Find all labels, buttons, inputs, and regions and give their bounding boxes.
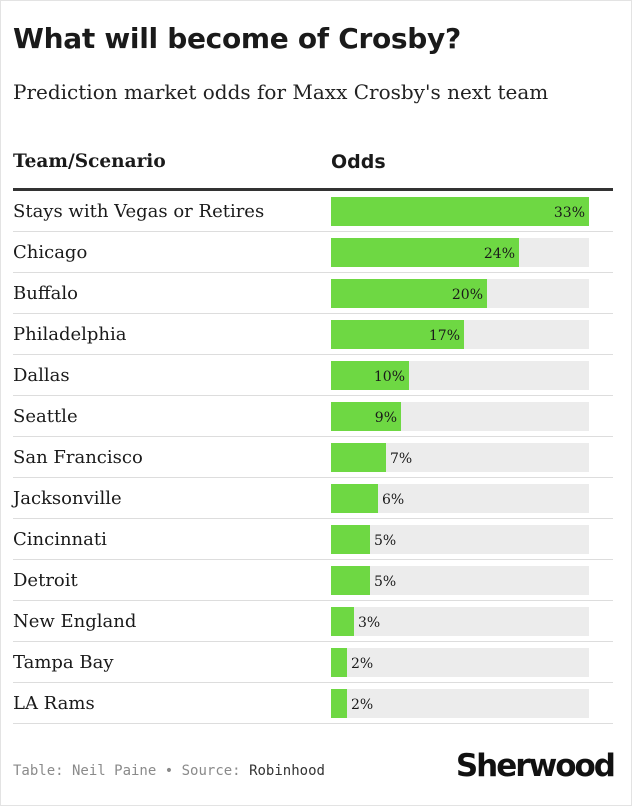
odds-value-label: 2%: [351, 656, 374, 672]
odds-value-label: 6%: [382, 492, 405, 508]
odds-bar: [331, 443, 386, 472]
row-separator: [13, 436, 613, 437]
odds-bar: [331, 525, 370, 554]
chart-subtitle: Prediction market odds for Maxx Crosby's…: [13, 80, 549, 104]
bar-track: 6%: [331, 484, 589, 513]
odds-value-label: 24%: [483, 246, 515, 262]
header-rule: [13, 188, 613, 191]
bar-track: 9%: [331, 402, 589, 431]
table-row: Buffalo 20%: [0, 273, 634, 314]
table-row: Chicago 24%: [0, 232, 634, 273]
row-separator: [13, 723, 613, 724]
row-separator: [13, 272, 613, 273]
row-separator: [13, 354, 613, 355]
row-separator: [13, 682, 613, 683]
odds-bar: [331, 402, 401, 431]
credit-source: Robinhood: [249, 763, 325, 779]
sherwood-logo: Sherwood: [455, 748, 616, 784]
table-row: New England 3%: [0, 601, 634, 642]
table-row: Detroit 5%: [0, 560, 634, 601]
table-row: Seattle 9%: [0, 396, 634, 437]
bar-track: 24%: [331, 238, 589, 267]
table-row: San Francisco 7%: [0, 437, 634, 478]
odds-bar: [331, 566, 370, 595]
team-label: Chicago: [13, 242, 88, 263]
row-separator: [13, 600, 613, 601]
row-separator: [13, 395, 613, 396]
table-row: Cincinnati 5%: [0, 519, 634, 560]
table-row: Stays with Vegas or Retires 33%: [0, 191, 634, 232]
row-separator: [13, 477, 613, 478]
odds-value-label: 20%: [451, 287, 483, 303]
row-separator: [13, 641, 613, 642]
team-label: Detroit: [13, 570, 78, 591]
bar-track: 5%: [331, 566, 589, 595]
odds-value-label: 17%: [428, 328, 460, 344]
table-row: Philadelphia 17%: [0, 314, 634, 355]
odds-value-label: 5%: [374, 533, 397, 549]
odds-value-label: 3%: [358, 615, 381, 631]
odds-bar: [331, 361, 409, 390]
odds-bar: [331, 607, 354, 636]
column-header-odds: Odds: [331, 151, 386, 173]
table-row: Jacksonville 6%: [0, 478, 634, 519]
odds-value-label: 5%: [374, 574, 397, 590]
team-label: Jacksonville: [13, 488, 122, 509]
table-row: LA Rams 2%: [0, 683, 634, 724]
credit-source-label: Source:: [181, 763, 241, 779]
odds-bar: [331, 484, 378, 513]
row-separator: [13, 313, 613, 314]
odds-bar: [331, 648, 347, 677]
bar-track: 7%: [331, 443, 589, 472]
bar-track: 2%: [331, 689, 589, 718]
odds-value-label: 7%: [390, 451, 413, 467]
table-row: Tampa Bay 2%: [0, 642, 634, 683]
odds-value-label: 33%: [553, 205, 585, 221]
team-label: Tampa Bay: [13, 652, 114, 673]
team-label: Seattle: [13, 406, 78, 427]
team-label: Buffalo: [13, 283, 78, 304]
odds-bar: [331, 279, 487, 308]
odds-value-label: 9%: [374, 410, 397, 426]
bar-track: 20%: [331, 279, 589, 308]
row-separator: [13, 231, 613, 232]
odds-value-label: 10%: [373, 369, 405, 385]
bar-track: 10%: [331, 361, 589, 390]
bar-track: 3%: [331, 607, 589, 636]
team-label: Dallas: [13, 365, 70, 386]
bar-track: 5%: [331, 525, 589, 554]
team-label: LA Rams: [13, 693, 95, 714]
chart-title: What will become of Crosby?: [13, 22, 461, 55]
team-label: Philadelphia: [13, 324, 127, 345]
odds-bar: [331, 197, 589, 226]
team-label: Stays with Vegas or Retires: [13, 201, 265, 222]
column-header-team: Team/Scenario: [13, 151, 166, 172]
bar-track: 33%: [331, 197, 589, 226]
row-separator: [13, 559, 613, 560]
credit-line: Table: Neil Paine • Source: Robinhood: [13, 763, 325, 779]
credit-table-by: Table: Neil Paine: [13, 763, 157, 779]
bar-track: 2%: [331, 648, 589, 677]
row-separator: [13, 518, 613, 519]
credit-separator: •: [164, 763, 174, 779]
odds-bar: [331, 320, 464, 349]
odds-value-label: 2%: [351, 697, 374, 713]
table-row: Dallas 10%: [0, 355, 634, 396]
bar-track: 17%: [331, 320, 589, 349]
odds-bar: [331, 238, 519, 267]
odds-bar: [331, 689, 347, 718]
team-label: San Francisco: [13, 447, 143, 468]
team-label: Cincinnati: [13, 529, 107, 550]
team-label: New England: [13, 611, 137, 632]
